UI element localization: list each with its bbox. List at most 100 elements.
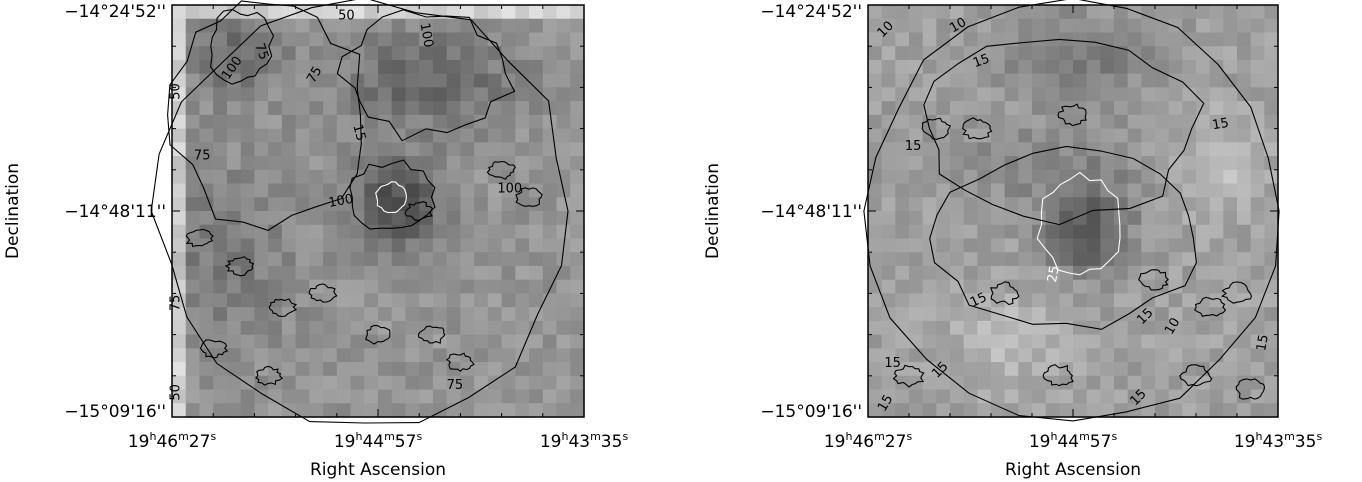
heatmap-cell [446, 156, 461, 171]
heatmap-cell [936, 5, 951, 20]
heatmap-cell [364, 403, 379, 418]
heatmap-cell [868, 156, 883, 171]
heatmap-cell [1059, 197, 1074, 212]
heatmap-cell [432, 156, 448, 171]
heatmap-cell [226, 59, 242, 75]
heatmap-cell [240, 224, 255, 240]
heatmap-cell [881, 114, 896, 130]
heatmap-cell [1018, 128, 1033, 143]
heatmap-cell [281, 252, 297, 267]
heatmap-cell [963, 142, 978, 157]
heatmap-cell [1073, 156, 1088, 171]
heatmap-cell [268, 87, 283, 102]
heatmap-cell [1127, 362, 1142, 377]
heatmap-cell [336, 128, 352, 143]
heatmap-cell [446, 59, 461, 75]
contour-15 [962, 117, 993, 140]
heatmap-cell [1045, 389, 1060, 404]
heatmap-cell [350, 238, 365, 253]
heatmap-cell [350, 169, 365, 185]
heatmap-cell [460, 73, 475, 88]
heatmap-cell [895, 101, 910, 116]
heatmap-cell [336, 252, 352, 267]
heatmap-cell [1209, 73, 1224, 88]
heatmap-cell [1114, 142, 1129, 157]
heatmap-cell [909, 279, 924, 294]
heatmap-cell [1100, 362, 1115, 377]
heatmap-cell [419, 142, 434, 157]
heatmap-cell [868, 5, 883, 20]
heatmap-cell [1032, 101, 1047, 116]
heatmap-cell [977, 252, 992, 267]
heatmap-cell [1141, 252, 1156, 267]
heatmap-cell [213, 156, 228, 171]
heatmap-cell [1141, 73, 1156, 88]
heatmap-cell [254, 307, 269, 322]
heatmap-cell [950, 18, 965, 34]
heatmap-cell [529, 87, 544, 102]
heatmap-cell [1250, 348, 1265, 363]
heatmap-cell [350, 389, 365, 404]
heatmap-cell [1182, 362, 1197, 377]
heatmap-cell [391, 211, 407, 226]
heatmap-cell [529, 252, 544, 267]
heatmap-cell [895, 197, 910, 212]
heatmap-cell [185, 59, 201, 75]
heatmap-cell [1127, 114, 1142, 130]
heatmap-cell [336, 197, 352, 212]
heatmap-cell [529, 293, 544, 308]
heatmap-cell [1209, 252, 1224, 267]
heatmap-cell [172, 128, 187, 143]
heatmap-cell [419, 73, 434, 88]
heatmap-cell [922, 375, 937, 391]
x-axis-title: Right Ascension [1005, 460, 1141, 480]
heatmap-cell [419, 156, 434, 171]
heatmap-cell [364, 169, 379, 185]
heatmap-cell [1209, 307, 1224, 322]
contour-label: 15 [349, 123, 368, 143]
heatmap-cell [336, 142, 352, 157]
heatmap-cell [1045, 156, 1060, 171]
heatmap-cell [1155, 156, 1170, 171]
heatmap-cell [1018, 73, 1033, 88]
heatmap-cell [1032, 46, 1047, 61]
heatmap-cell [336, 403, 352, 418]
heatmap-cell [1141, 101, 1156, 116]
heatmap-cell [323, 348, 338, 363]
heatmap-cell [1045, 403, 1060, 418]
heatmap-cell [1059, 389, 1074, 404]
heatmap-cell [1250, 142, 1265, 157]
contour-15 [892, 364, 925, 388]
heatmap-cell [323, 73, 338, 88]
heatmap-cell [1264, 307, 1279, 322]
heatmap-cell [281, 224, 297, 240]
heatmap-cell [1237, 320, 1252, 336]
heatmap-cell [1114, 320, 1129, 336]
heatmap-cell [542, 114, 558, 130]
heatmap-cell [1168, 211, 1183, 226]
heatmap-cell [474, 128, 489, 143]
heatmap-cell [281, 114, 297, 130]
heatmap-cell [295, 403, 310, 418]
heatmap-cell [254, 279, 269, 294]
heatmap-cell [240, 59, 255, 75]
heatmap-cell [281, 59, 297, 75]
heatmap-cell [1168, 114, 1183, 130]
heatmap-cell [515, 293, 530, 308]
heatmap-cell [199, 362, 214, 377]
heatmap-cell [460, 46, 475, 61]
heatmap-cell [1168, 128, 1183, 143]
contour-15 [1194, 296, 1227, 317]
heatmap-cell [1209, 362, 1224, 377]
heatmap-cell [556, 87, 571, 102]
heatmap-cell [487, 128, 503, 143]
heatmap-cell [185, 32, 201, 47]
heatmap-cell [240, 307, 255, 322]
heatmap-cell [432, 279, 448, 294]
heatmap-cell [364, 307, 379, 322]
heatmap-cell [501, 334, 516, 349]
heatmap-cell [868, 142, 883, 157]
contour-75 [515, 187, 543, 207]
heatmap-cell [1032, 114, 1047, 130]
heatmap-cell [1100, 46, 1115, 61]
